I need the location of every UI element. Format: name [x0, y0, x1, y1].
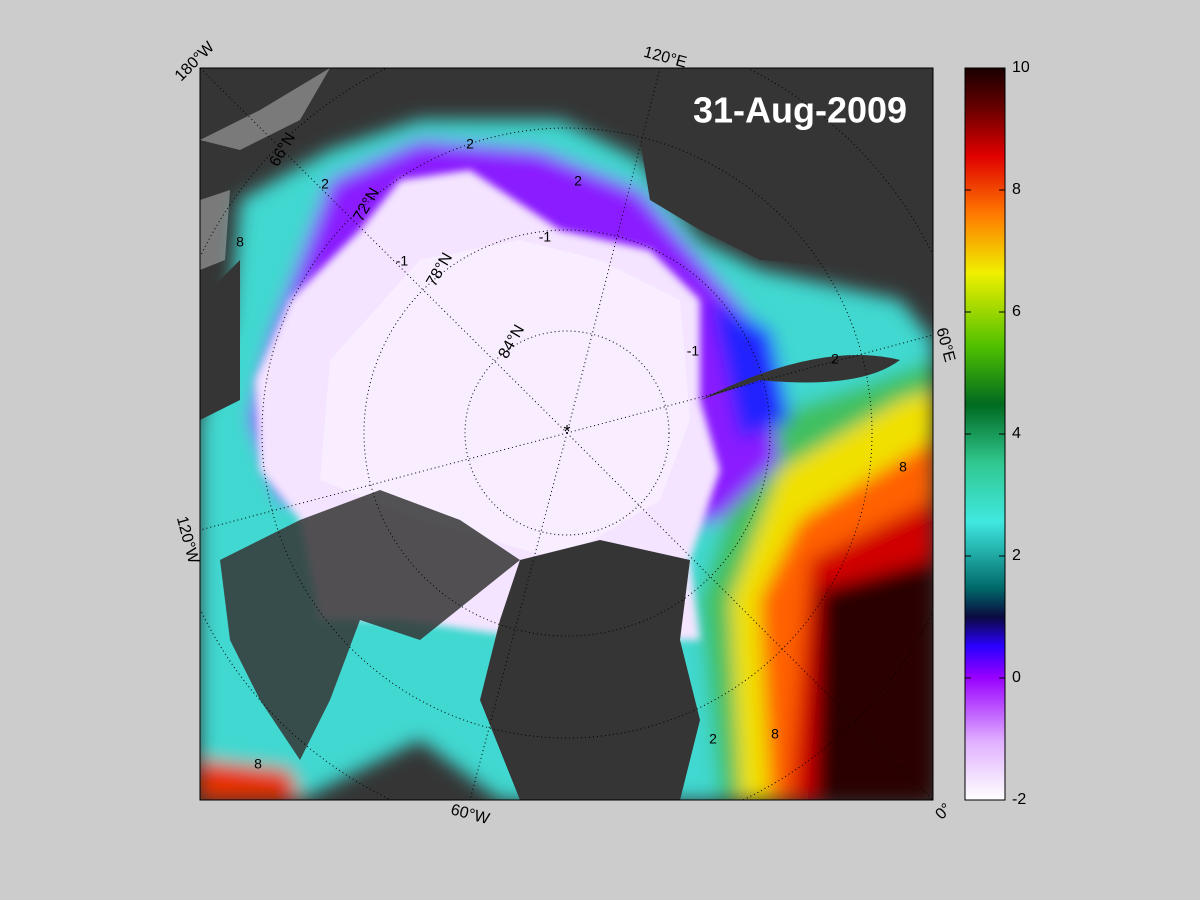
lon-label: 120°W: [173, 514, 202, 566]
sea-ice-core: [320, 240, 690, 560]
contour-label: -1: [687, 343, 700, 359]
contour-label: 8: [236, 234, 244, 250]
archipelago: [220, 490, 520, 760]
lon-label: 60°E: [933, 326, 958, 364]
colorbar-tick-label: 10: [1012, 59, 1030, 76]
map-frame: [199, 67, 934, 801]
contour-label: -1: [539, 229, 552, 245]
colorbar-tick-label: 0: [1012, 669, 1021, 686]
map: * 2 2 2 2 2 -1 -1 -1 8 8 8 8: [200, 68, 933, 800]
pole-marker: *: [563, 422, 570, 442]
colorbar-tick-label: 2: [1012, 547, 1021, 564]
greenland: [480, 540, 700, 800]
lon-label: 120°E: [642, 44, 689, 72]
contour-label: 2: [831, 351, 839, 367]
siberia: [640, 68, 933, 290]
novaya-zemlya: [700, 355, 900, 400]
contour-labels: 2 2 2 2 2 -1 -1 -1 8 8 8 8: [236, 136, 907, 772]
contour-label: 8: [254, 756, 262, 772]
date-title: 31-Aug-2009: [693, 90, 907, 131]
colorbar-tick-label: 6: [1012, 303, 1021, 320]
contour-label: 2: [466, 136, 474, 152]
colorbar-tick-label: -2: [1012, 791, 1026, 808]
contour-label: 2: [574, 173, 582, 189]
colorbar-ticks: -2 0 2 4 6 8 10: [965, 59, 1030, 808]
contour-label: 8: [771, 726, 779, 742]
contour-label: 2: [321, 176, 329, 192]
alaska: [200, 68, 330, 420]
contour-label: 8: [899, 459, 907, 475]
contour-label: 2: [709, 731, 717, 747]
graticule: [200, 68, 933, 800]
lon-label: 60°W: [449, 801, 492, 828]
gray-area: [200, 190, 230, 270]
contour-label: -1: [396, 253, 409, 269]
lon-label: 0°: [932, 800, 955, 823]
colorbar-tick-label: 8: [1012, 181, 1021, 198]
colorbar-tick-label: 4: [1012, 425, 1021, 442]
